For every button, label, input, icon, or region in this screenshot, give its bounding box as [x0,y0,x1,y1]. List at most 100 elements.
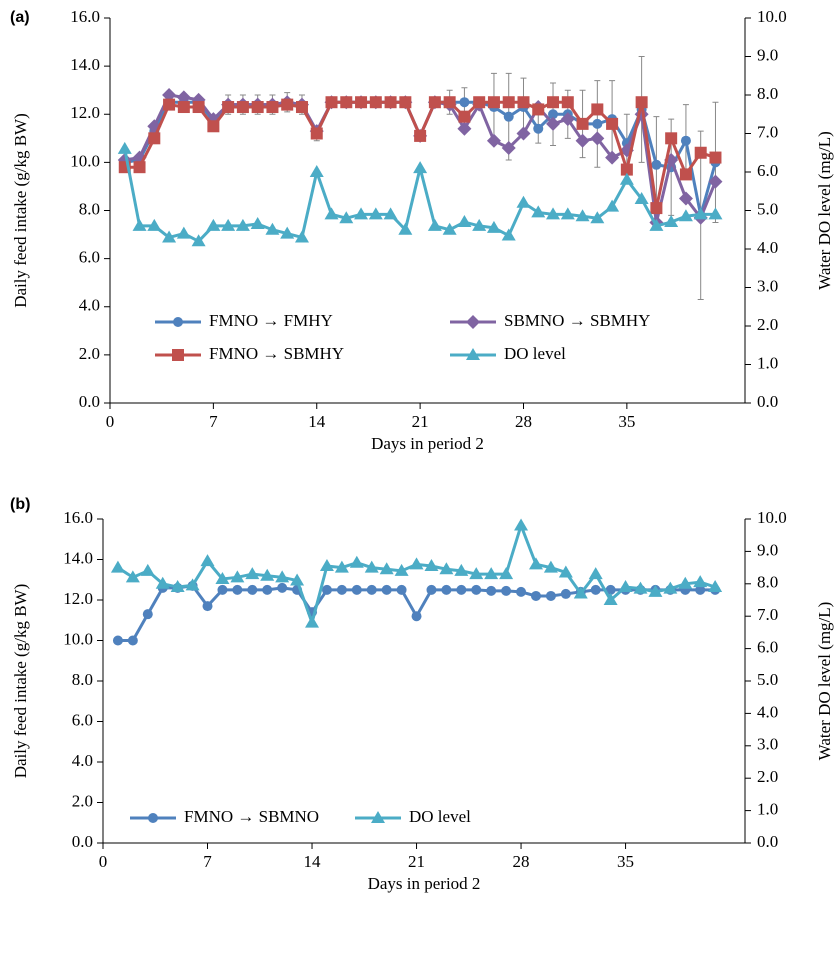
y2-tick-label: 4.0 [757,702,778,721]
marker [321,584,332,595]
marker [694,146,707,159]
marker [466,348,480,360]
x-tick-label: 7 [203,852,212,871]
marker [516,126,531,141]
marker [290,573,305,586]
marker [280,226,295,239]
marker [349,555,364,568]
marker [162,230,177,243]
marker [155,576,170,589]
y-tick-label: 10.0 [63,629,93,648]
marker [428,96,441,109]
marker [651,159,662,170]
y-tick-label: 10.0 [70,151,100,170]
marker [528,557,543,570]
y2-tick-label: 9.0 [757,45,778,64]
marker [354,207,369,220]
legend-label: FMNO → SBMHY [209,344,344,363]
marker [371,811,385,823]
marker [399,96,412,109]
marker [207,120,220,133]
marker [334,560,349,573]
x-tick-label: 0 [106,412,115,431]
marker [576,117,589,130]
marker [394,563,409,576]
marker [590,211,605,224]
y-tick-label: 2.0 [79,344,100,363]
y-tick-label: 8.0 [72,670,93,689]
marker [543,560,558,573]
marker [383,207,398,220]
legend-label: SBMNO → SBMHY [504,311,650,330]
y-tick-label: 4.0 [79,296,100,315]
x-tick-label: 7 [209,412,218,431]
y2-axis-title: Water DO level (mg/L) [815,602,834,761]
marker [573,586,588,599]
marker [501,140,516,155]
marker [472,218,487,231]
marker [191,234,206,247]
panel-label: (b) [10,496,30,513]
marker [424,558,439,571]
legend-label: FMNO → FMHY [209,311,333,330]
marker [148,813,158,823]
y-tick-label: 6.0 [72,710,93,729]
marker [230,570,245,583]
marker [147,218,162,231]
marker [202,601,213,612]
marker [575,209,590,222]
marker [592,118,603,129]
y-tick-label: 12.0 [63,589,93,608]
marker [558,565,573,578]
marker [708,207,723,220]
marker [633,581,648,594]
marker [649,218,664,231]
marker [606,117,619,130]
marker [545,590,556,601]
marker [665,132,678,145]
y-tick-label: 6.0 [79,248,100,267]
y2-tick-label: 6.0 [757,161,778,180]
marker [532,103,545,116]
marker [125,570,140,583]
marker [678,209,693,222]
y2-tick-label: 8.0 [757,573,778,592]
y2-axis-title: Water DO level (mg/L) [815,131,834,290]
y2-tick-label: 5.0 [757,670,778,689]
marker [439,562,454,575]
y2-tick-label: 5.0 [757,199,778,218]
marker [206,218,221,231]
marker [664,215,679,228]
marker [368,207,383,220]
marker [379,562,394,575]
marker [648,584,663,597]
y-tick-label: 0.0 [79,392,100,411]
marker [295,101,308,114]
marker [484,567,499,580]
marker [459,97,470,108]
marker [516,195,531,208]
marker [305,615,320,628]
marker [457,215,472,228]
marker [172,349,184,361]
marker [501,228,516,241]
marker [502,96,515,109]
marker [112,635,123,646]
y2-tick-label: 0.0 [757,392,778,411]
marker [548,109,559,120]
marker [309,165,324,177]
marker [441,584,452,595]
marker [678,576,693,589]
marker [469,567,484,580]
y2-tick-label: 6.0 [757,638,778,657]
marker [530,590,541,601]
marker [381,584,392,595]
marker [650,202,663,215]
marker [232,584,243,595]
x-tick-label: 0 [99,852,108,871]
x-tick-label: 28 [513,852,530,871]
marker [679,168,692,181]
y2-tick-label: 7.0 [757,122,778,141]
marker [215,571,230,584]
